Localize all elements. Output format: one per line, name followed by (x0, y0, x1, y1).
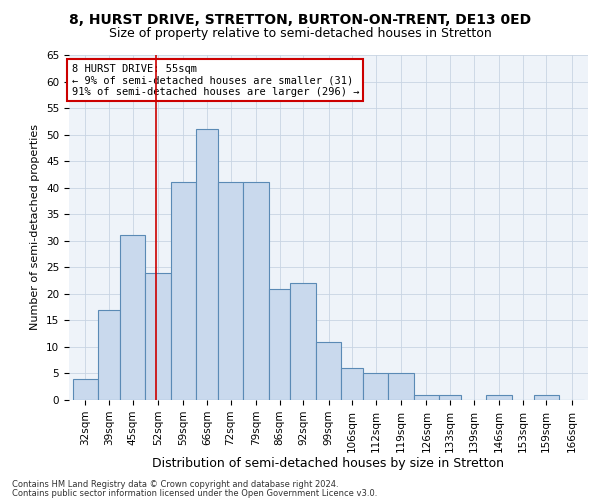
Y-axis label: Number of semi-detached properties: Number of semi-detached properties (31, 124, 40, 330)
Bar (243, 182, 269, 400)
Bar (120, 236, 145, 400)
Bar (363, 374, 388, 400)
Bar (145, 272, 170, 400)
Bar (269, 288, 290, 400)
Bar (73, 379, 98, 400)
Text: 8 HURST DRIVE: 55sqm
← 9% of semi-detached houses are smaller (31)
91% of semi-d: 8 HURST DRIVE: 55sqm ← 9% of semi-detach… (71, 64, 359, 97)
X-axis label: Distribution of semi-detached houses by size in Stretton: Distribution of semi-detached houses by … (152, 458, 505, 470)
Bar (218, 182, 243, 400)
Text: Contains HM Land Registry data © Crown copyright and database right 2024.: Contains HM Land Registry data © Crown c… (12, 480, 338, 489)
Bar (196, 130, 218, 400)
Bar (290, 283, 316, 400)
Bar (316, 342, 341, 400)
Bar (341, 368, 363, 400)
Bar (98, 310, 120, 400)
Bar (388, 374, 414, 400)
Bar (533, 394, 559, 400)
Text: 8, HURST DRIVE, STRETTON, BURTON-ON-TRENT, DE13 0ED: 8, HURST DRIVE, STRETTON, BURTON-ON-TREN… (69, 12, 531, 26)
Bar (170, 182, 196, 400)
Bar (439, 394, 461, 400)
Bar (414, 394, 439, 400)
Text: Contains public sector information licensed under the Open Government Licence v3: Contains public sector information licen… (12, 488, 377, 498)
Bar (487, 394, 512, 400)
Text: Size of property relative to semi-detached houses in Stretton: Size of property relative to semi-detach… (109, 28, 491, 40)
